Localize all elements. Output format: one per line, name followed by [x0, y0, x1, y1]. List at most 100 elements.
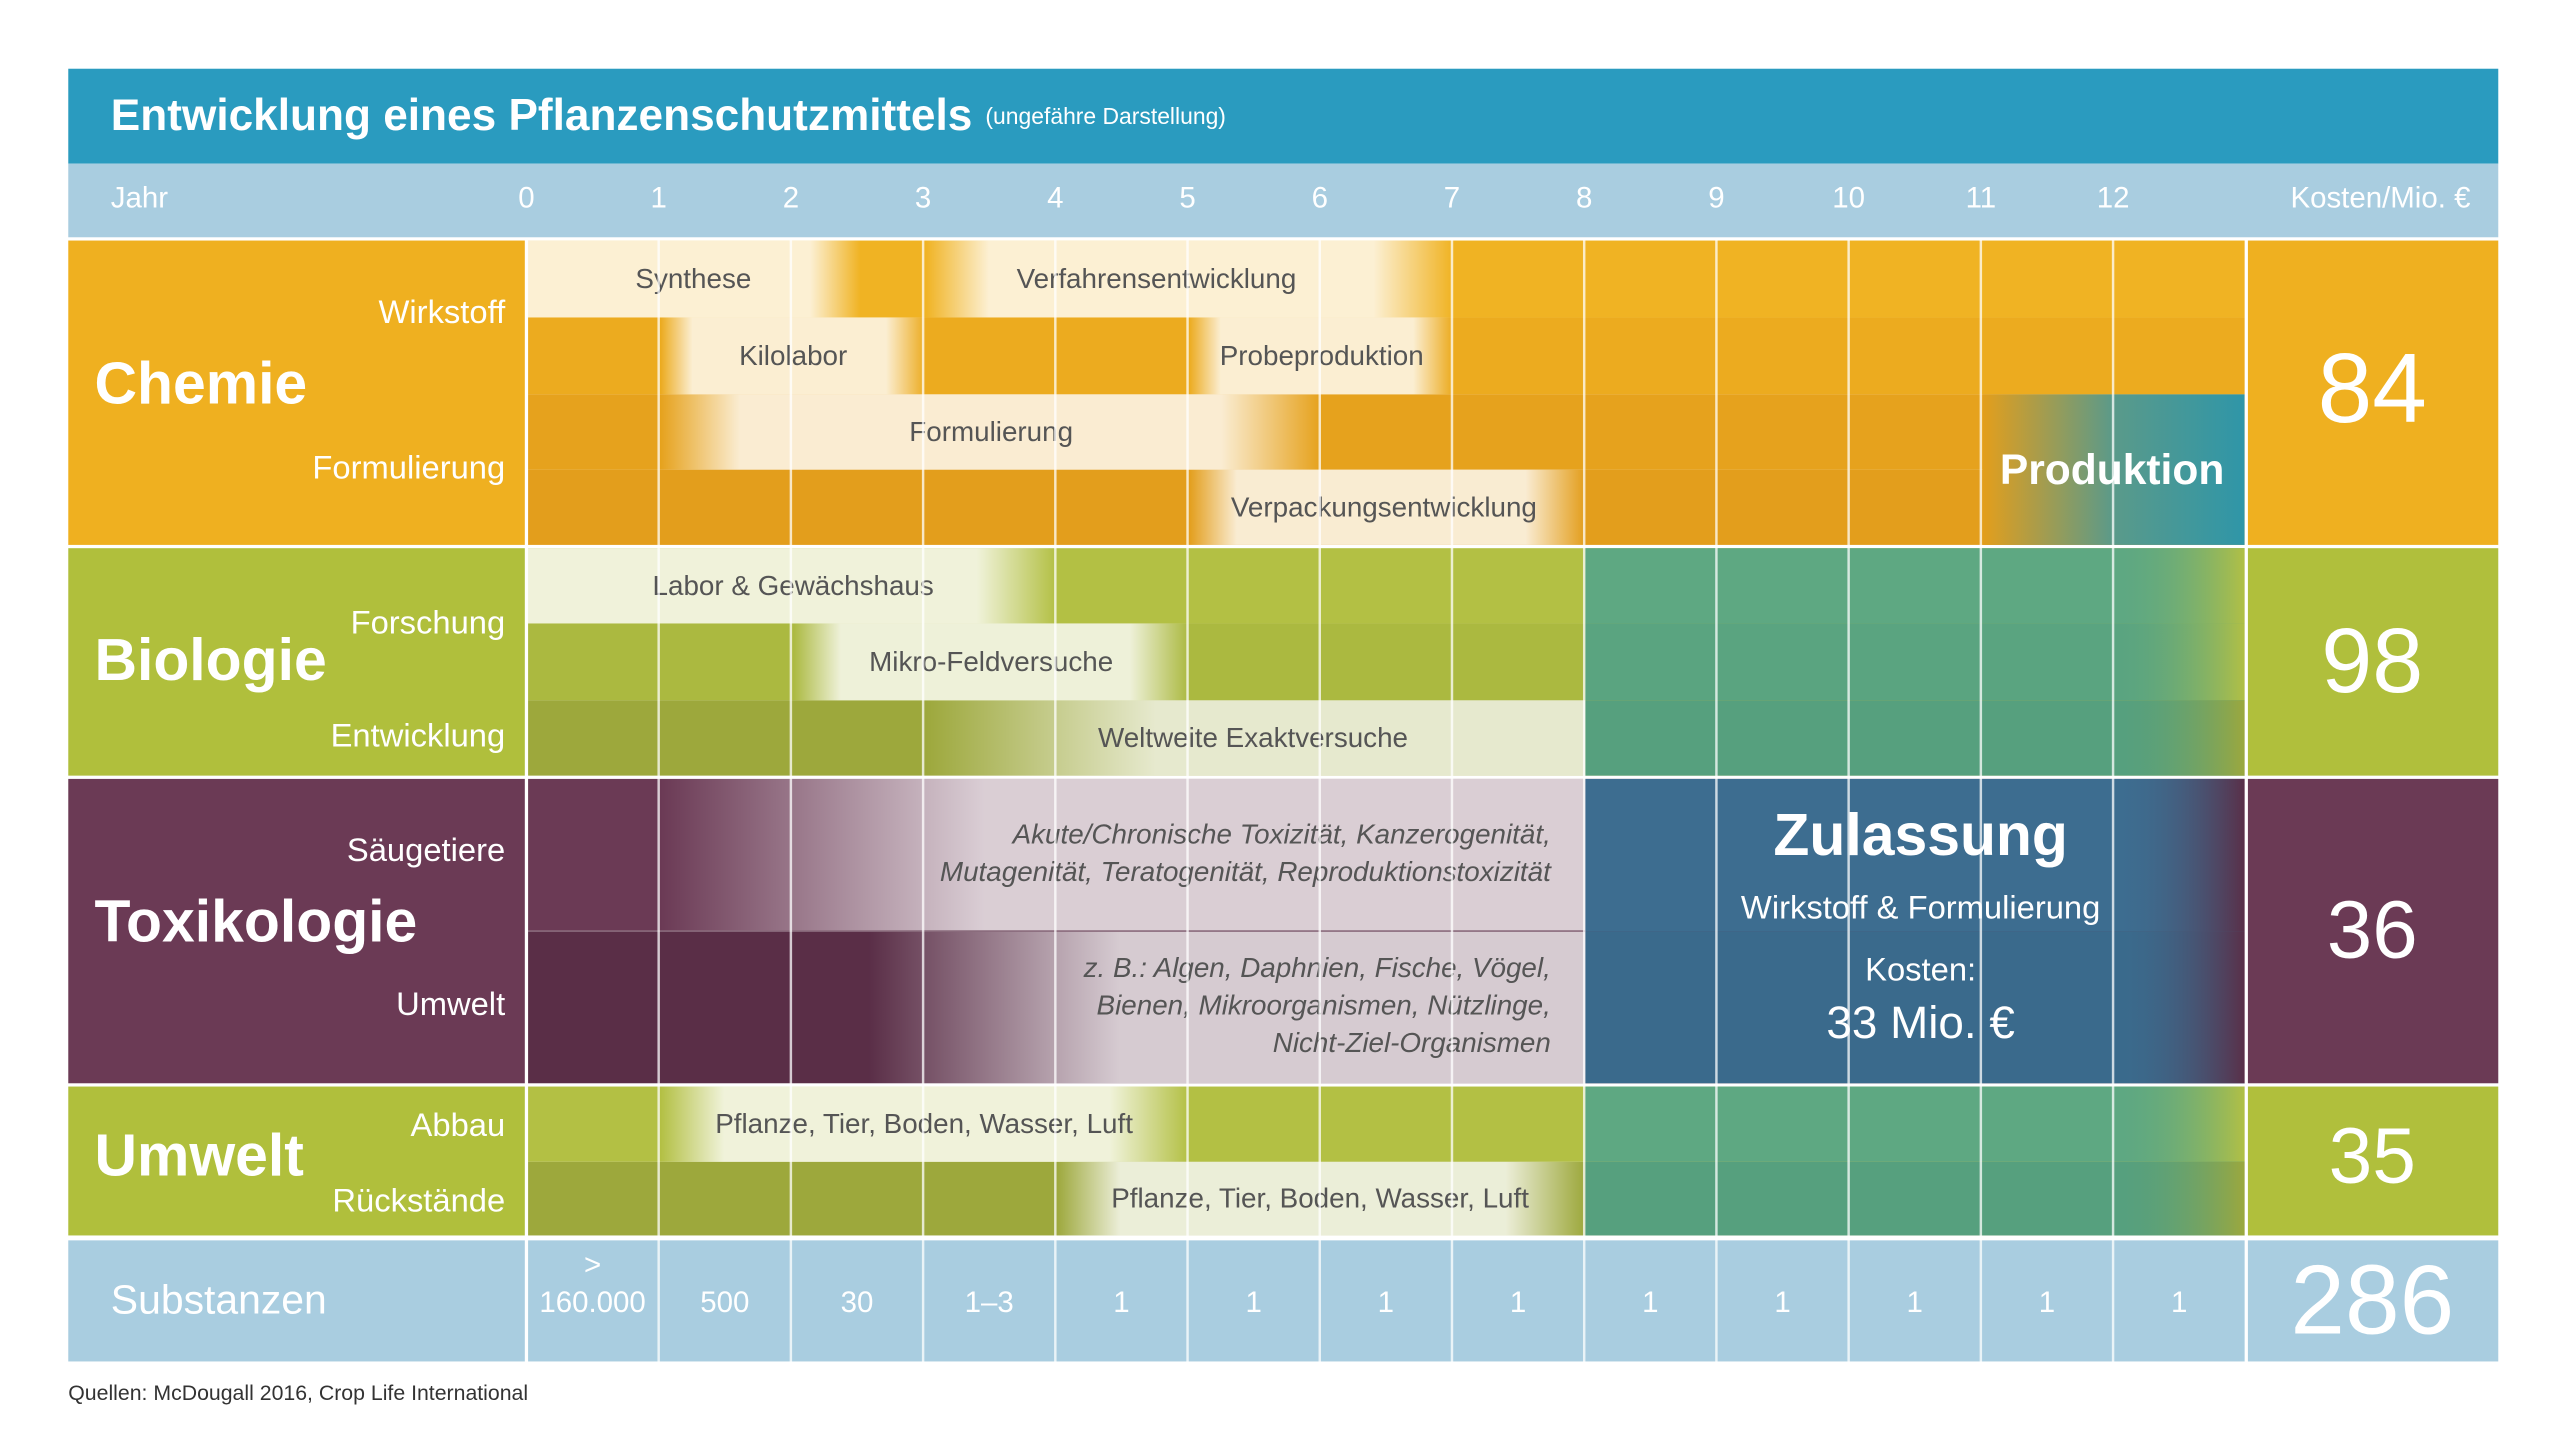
approval-subtitle: Wirkstoff & Formulierung	[1741, 888, 2100, 925]
substance-count: 30	[841, 1286, 874, 1319]
substance-count-part: >	[584, 1248, 601, 1281]
cost: 35	[2329, 1112, 2416, 1200]
sublabel: Rückstände	[332, 1181, 505, 1218]
cost-bg	[2246, 548, 2499, 776]
subtitle: (ungefähre Darstellung)	[985, 103, 1226, 129]
substance-count: 1	[1245, 1286, 1261, 1319]
task-bar	[660, 394, 1321, 470]
sublabel: Forschung	[351, 604, 506, 641]
task-label: Mutagenität, Teratogenität, Reproduktion…	[940, 856, 1552, 887]
cost-bg	[2246, 240, 2499, 545]
section-name: Chemie	[94, 351, 307, 416]
task-label: Probeproduktion	[1220, 340, 1424, 371]
task-bar	[793, 623, 1190, 701]
task-bar	[660, 778, 1586, 932]
approval-fade	[2115, 700, 2247, 776]
substances-label: Substanzen	[111, 1276, 327, 1322]
cost-bg	[2246, 1086, 2499, 1236]
cost-label: Kosten/Mio. €	[2290, 181, 2470, 214]
header-bar	[68, 68, 2499, 164]
substance-count: 1	[2039, 1286, 2055, 1319]
task-bar	[925, 240, 1453, 318]
year-tick: 11	[1966, 181, 1997, 214]
year-tick: 9	[1708, 181, 1724, 214]
cost: 36	[2327, 885, 2418, 976]
cost-bg	[2246, 778, 2499, 1084]
substance-count: 1–3	[965, 1286, 1014, 1319]
task-label: Synthese	[635, 263, 751, 294]
section-name: Toxikologie	[94, 890, 417, 955]
year-tick: 6	[1312, 181, 1328, 214]
grid-body: Synthese Verfahrensentwicklung Kilolabor Pr…	[68, 240, 2499, 1236]
substances-total: 286	[2290, 1244, 2454, 1354]
approval-title: Zulassung	[1773, 803, 2067, 868]
section-label-bg	[68, 548, 527, 776]
year-tick: 3	[915, 181, 931, 214]
year-tick: 8	[1576, 181, 1592, 214]
sublabel: Entwicklung	[331, 717, 506, 754]
approval-fade	[2115, 931, 2247, 1084]
title-text: Entwicklung eines Pflanzenschutzmittels	[111, 90, 973, 139]
substance-count-part: 160.000	[539, 1286, 645, 1319]
task-label: Formulierung	[909, 416, 1073, 447]
task-label: Akute/Chronische Toxizität, Kanzerogenit…	[1011, 819, 1551, 850]
substance-count: 500	[700, 1286, 749, 1319]
year-row	[68, 163, 2499, 238]
substance-count: 1	[1378, 1286, 1394, 1319]
task-bar	[925, 700, 1586, 776]
sublabel: Formulierung	[312, 448, 505, 485]
year-tick: 1	[650, 181, 666, 214]
title: Entwicklung eines Pflanzenschutzmittels (…	[111, 90, 1226, 139]
substance-count: 1	[2171, 1286, 2187, 1319]
task-label: Labor & Gewächshaus	[653, 570, 934, 601]
section-label-bg	[68, 240, 527, 545]
task-label: Weltweite Exaktversuche	[1098, 722, 1408, 753]
substances-row	[68, 1240, 2499, 1362]
substance-count: 1	[1774, 1286, 1790, 1319]
task-label: Bienen, Mikroorganismen, Nützlinge,	[1097, 990, 1551, 1021]
task-bar	[526, 240, 861, 318]
cost: 98	[2321, 610, 2423, 712]
cost: 84	[2318, 333, 2427, 443]
section-name: Biologie	[94, 628, 326, 693]
section-label-bg	[68, 778, 527, 1084]
approval-cost: 33 Mio. €	[1826, 997, 2014, 1048]
substance-count: 1	[1907, 1286, 1923, 1319]
task-bar	[660, 317, 926, 395]
task-label: Verpackungsentwicklung	[1231, 491, 1537, 522]
substance-count: 1	[1510, 1286, 1526, 1319]
substance-count: >160.000	[539, 1248, 645, 1319]
task-label: z. B.: Algen, Daphnien, Fische, Vögel,	[1083, 952, 1551, 983]
approval-cost-label: Kosten:	[1865, 951, 1976, 988]
task-label: Mikro-Feldversuche	[869, 646, 1113, 677]
approval-fade	[2115, 623, 2247, 701]
section-name: Umwelt	[94, 1124, 303, 1189]
year-tick: 5	[1179, 181, 1195, 214]
approval-fade	[2115, 1161, 2247, 1236]
year-label: Jahr	[111, 181, 168, 214]
task-bar	[660, 1086, 1190, 1162]
approval-fade	[2115, 548, 2247, 624]
year-tick: 12	[2097, 181, 2130, 214]
substance-count: 1	[1642, 1286, 1658, 1319]
sublabel: Säugetiere	[347, 831, 505, 868]
year-tick: 0	[518, 181, 534, 214]
year-tick: 4	[1047, 181, 1063, 214]
sublabel: Umwelt	[396, 985, 505, 1022]
task-label: Nicht-Ziel-Organismen	[1273, 1027, 1551, 1058]
year-tick: 2	[783, 181, 799, 214]
substance-count: 1	[1113, 1286, 1129, 1319]
task-bar	[1189, 469, 1586, 545]
approval-fade	[2115, 778, 2247, 932]
task-label: Verfahrensentwicklung	[1017, 263, 1297, 294]
year-tick: 10	[1832, 181, 1865, 214]
task-label: Kilolabor	[739, 340, 847, 371]
sublabel: Wirkstoff	[379, 293, 507, 330]
task-bar	[868, 931, 1586, 1084]
year-tick: 7	[1444, 181, 1460, 214]
approval-fade	[2115, 1086, 2247, 1162]
section-label-bg	[68, 1086, 527, 1236]
source: Quellen: McDougall 2016, Crop Life Inter…	[68, 1381, 528, 1405]
